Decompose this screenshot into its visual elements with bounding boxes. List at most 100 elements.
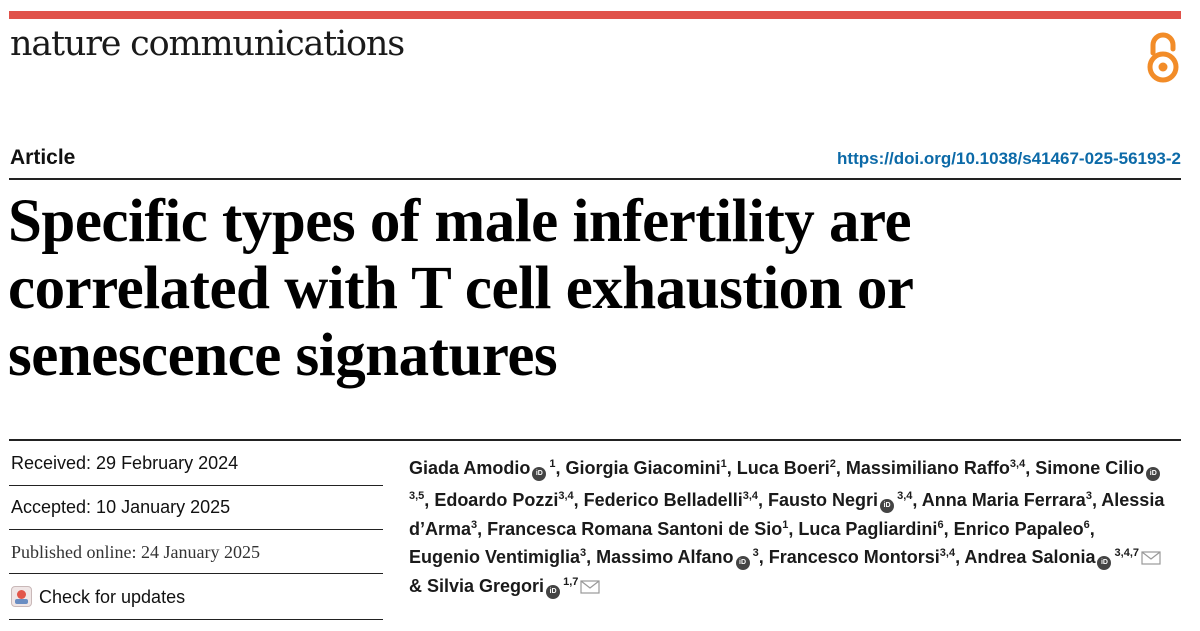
received-row: Received: 29 February 2024	[9, 441, 383, 486]
author-name[interactable]: Giada Amodio	[409, 458, 531, 478]
affiliation-superscript[interactable]: 3,4,7	[1111, 547, 1139, 560]
author-entry: Luca Boeri2	[737, 458, 836, 478]
author-name[interactable]: Silvia Gregori	[427, 576, 545, 597]
author-name[interactable]: Giorgia Giacomini	[565, 458, 721, 478]
author-separator: ,	[1089, 518, 1095, 539]
author-name[interactable]: Massimiliano Raffo	[845, 458, 1010, 478]
affiliation-superscript[interactable]: 3,4	[742, 489, 758, 502]
author-entry: Andrea Salonia iD 3,4,7	[964, 547, 1161, 571]
open-access-lock-icon	[1147, 32, 1179, 83]
journal-accent-bar	[9, 11, 1181, 19]
author-name[interactable]: Anna Maria Ferrara	[921, 489, 1086, 510]
author-name[interactable]: Simone Cilio	[1035, 458, 1145, 478]
orcid-icon[interactable]: iD	[880, 498, 895, 513]
divider	[9, 529, 383, 530]
orcid-icon[interactable]: iD	[1146, 467, 1161, 481]
author-separator: ,	[943, 518, 954, 539]
orcid-icon[interactable]: iD	[735, 556, 750, 571]
author-separator: ,	[586, 547, 597, 568]
author-entry: Fausto Negri iD 3,4	[768, 489, 913, 513]
author-name[interactable]: Luca Pagliardini	[798, 518, 938, 539]
author-separator: ,	[477, 518, 488, 539]
author-entry: Alessia d’Arma3	[409, 490, 1164, 539]
author-name[interactable]: Enrico Papaleo	[953, 518, 1084, 539]
author-entry: Silvia Gregori iD 1,7	[427, 576, 601, 600]
affiliation-superscript[interactable]: 3	[749, 547, 759, 560]
author-name[interactable]: Luca Boeri	[736, 458, 830, 478]
author-separator: &	[409, 576, 427, 597]
affiliation-superscript[interactable]: 6	[1083, 518, 1090, 531]
check-updates-row[interactable]: Check for updates	[9, 573, 383, 620]
affiliation-superscript[interactable]: 3	[580, 547, 587, 560]
author-separator: ,	[726, 458, 737, 478]
check-for-updates-label: Check for updates	[39, 587, 186, 607]
affiliation-superscript[interactable]: 3,4	[558, 489, 574, 502]
author-name[interactable]: Eugenio Ventimiglia	[409, 547, 581, 568]
author-name[interactable]: Federico Belladelli	[583, 489, 743, 510]
author-name[interactable]: Andrea Salonia	[964, 547, 1096, 568]
affiliation-superscript[interactable]: 3	[1085, 489, 1092, 502]
affiliation-superscript[interactable]: 3,5	[409, 489, 425, 502]
affiliation-superscript[interactable]: 1	[720, 458, 727, 470]
author-entry: Massimiliano Raffo3,4	[846, 458, 1025, 478]
affiliation-superscript[interactable]: 3,4	[939, 547, 956, 560]
journal-name[interactable]: nature communications	[10, 24, 405, 64]
affiliation-superscript[interactable]: 2	[829, 458, 836, 470]
received-date: Received: 29 February 2024	[11, 453, 239, 473]
author-name[interactable]: Massimo Alfano	[596, 547, 734, 568]
author-separator: ,	[1025, 458, 1036, 478]
author-separator: ,	[1091, 489, 1102, 510]
author-separator: ,	[555, 458, 566, 478]
check-for-updates-icon	[11, 586, 32, 607]
affiliation-superscript[interactable]: 1	[782, 518, 789, 531]
accepted-row: Accepted: 10 January 2025	[9, 485, 383, 530]
published-row: Published online: 24 January 2025	[9, 529, 383, 574]
author-separator: ,	[788, 518, 799, 539]
orcid-icon[interactable]: iD	[1097, 556, 1112, 571]
author-entry: Giorgia Giacomini1	[566, 458, 727, 478]
author-entry: Giada Amodio iD 1	[409, 458, 556, 481]
article-title: Specific types of male infertility are c…	[8, 188, 913, 389]
orcid-icon[interactable]: iD	[546, 585, 561, 600]
author-entry: Luca Pagliardini6	[798, 519, 943, 539]
author-name[interactable]: Edoardo Pozzi	[434, 489, 559, 510]
author-entry: Eugenio Ventimiglia3	[409, 547, 586, 567]
author-list: Giada Amodio iD 1, Giorgia Giacomini1, Lu…	[409, 452, 1169, 600]
email-icon[interactable]	[580, 580, 601, 594]
author-separator: ,	[955, 547, 965, 568]
affiliation-superscript[interactable]: 1	[546, 458, 556, 470]
meta-top-rule	[9, 439, 1181, 441]
title-top-rule	[9, 178, 1181, 180]
divider	[9, 573, 383, 574]
author-entry: Anna Maria Ferrara3	[922, 490, 1092, 510]
author-name[interactable]: Fausto Negri	[768, 489, 879, 510]
author-separator: ,	[912, 489, 922, 510]
author-entry: Massimo Alfano iD 3	[596, 547, 759, 571]
doi-link[interactable]: https://doi.org/10.1038/s41467-025-56193…	[837, 149, 1181, 168]
author-entry: Edoardo Pozzi3,4	[434, 490, 573, 510]
divider	[9, 485, 383, 486]
author-entry: Francesca Romana Santoni de Sio1	[487, 519, 788, 539]
article-type-label: Article	[10, 146, 76, 169]
affiliation-superscript[interactable]: 3,4	[1009, 458, 1026, 470]
check-for-updates-button[interactable]: Check for updates	[9, 586, 309, 610]
author-name[interactable]: Francesca Romana Santoni de Sio	[487, 518, 783, 539]
affiliation-superscript[interactable]: 6	[937, 518, 944, 531]
divider	[9, 619, 383, 620]
author-entry: Simone Cilio iD 3,5	[409, 458, 1161, 510]
email-icon[interactable]	[1141, 551, 1161, 565]
orcid-icon[interactable]: iD	[532, 467, 547, 481]
affiliation-superscript[interactable]: 3,4	[894, 489, 913, 502]
affiliation-superscript[interactable]: 1,7	[560, 576, 579, 589]
author-entry: Enrico Papaleo6	[954, 519, 1090, 539]
published-date: Published online: 24 January 2025	[11, 542, 260, 562]
author-separator: ,	[758, 547, 769, 568]
affiliation-superscript[interactable]: 3	[471, 518, 478, 531]
author-name[interactable]: Alessia d’Arma	[409, 489, 1165, 539]
author-entry: Federico Belladelli3,4	[584, 490, 758, 510]
author-entry: Francesco Montorsi3,4	[769, 547, 955, 567]
author-name[interactable]: Francesco Montorsi	[768, 547, 940, 568]
author-separator: ,	[573, 489, 584, 510]
author-separator: ,	[835, 458, 846, 478]
author-separator: ,	[424, 489, 435, 510]
